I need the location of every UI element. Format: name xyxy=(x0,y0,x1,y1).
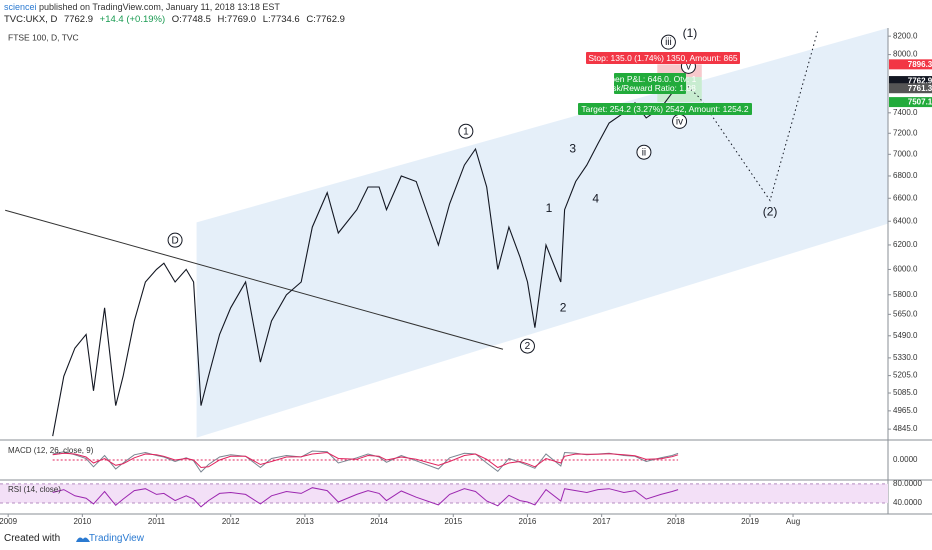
position-label: Risk/Reward Ratio: 1.88 xyxy=(604,83,696,93)
chart: FTSE 100, D, TVC D121234iiiiiivv(1)(2)St… xyxy=(0,26,932,526)
rsi-band xyxy=(0,483,888,503)
y-tick-label: 7200.0 xyxy=(893,128,918,137)
low: L:7734.6 xyxy=(262,14,300,25)
x-tick-label: 2014 xyxy=(370,517,388,526)
x-tick-label: 2011 xyxy=(148,517,166,526)
wave-label: 1 xyxy=(463,126,469,137)
position-box xyxy=(586,52,740,64)
wave-label: D xyxy=(171,235,178,246)
rsi-tick-label: 80.0000 xyxy=(893,479,922,488)
y-tick-label: 8200.0 xyxy=(893,31,918,40)
wave-label: iii xyxy=(665,37,672,48)
y-tick-label: 5490.0 xyxy=(893,331,918,340)
y-tick-label: 5085.0 xyxy=(893,388,918,397)
brand-logo xyxy=(76,537,90,542)
rsi-title: RSI (14, close) xyxy=(8,485,61,494)
plot xyxy=(5,28,888,438)
macd-tick-label: 0.0000 xyxy=(893,455,918,464)
macd-line xyxy=(52,450,679,473)
position-label: Target: 254.2 (3.27%) 2542, Amount: 1254… xyxy=(581,104,749,114)
y-tick-label: 6600.0 xyxy=(893,193,918,202)
wave-circle xyxy=(167,232,183,248)
x-tick-label: 2010 xyxy=(73,517,91,526)
rsi-line xyxy=(52,487,679,508)
high: H:7769.0 xyxy=(217,14,257,25)
wave-circle xyxy=(519,338,535,354)
position-box xyxy=(578,103,752,115)
price-tag xyxy=(889,83,932,94)
y-tick-label: 7000.0 xyxy=(893,149,918,158)
position-label: Open P&L: 646.0, Qty: 1 xyxy=(604,74,697,84)
brand[interactable]: TradingView xyxy=(88,533,144,544)
wave-label: 2 xyxy=(525,341,531,352)
rsi-tick-label: 40.0000 xyxy=(893,498,922,507)
wave-label: (1) xyxy=(683,26,698,40)
price-tag xyxy=(889,76,932,87)
position-box xyxy=(614,82,686,94)
x-tick-label: Aug xyxy=(786,517,800,526)
y-tick-label: 6200.0 xyxy=(893,240,918,249)
wave-circle xyxy=(660,34,676,50)
x-tick-label: 2009 xyxy=(0,517,18,526)
footer: Created with TradingView xyxy=(4,533,144,544)
x-tick-label: 2015 xyxy=(444,517,462,526)
symbol: TVC:UKX, D xyxy=(4,14,58,25)
wave-circle xyxy=(458,123,474,139)
author[interactable]: sciencei xyxy=(4,2,37,12)
y-tick-label: 8000.0 xyxy=(893,50,918,59)
x-tick-label: 2018 xyxy=(667,517,685,526)
pane-title: FTSE 100, D, TVC xyxy=(8,32,79,42)
y-tick-label: 6000.0 xyxy=(893,265,918,274)
wave-label: iv xyxy=(676,116,683,127)
x-tick-label: 2019 xyxy=(741,517,759,526)
y-tick-label: 4845.0 xyxy=(893,424,918,433)
created-with: Created with xyxy=(4,533,61,544)
channel xyxy=(196,28,888,438)
price-line xyxy=(52,76,679,437)
wave-label: 4 xyxy=(592,192,599,206)
x-tick-label: 2013 xyxy=(296,517,314,526)
publish-line: sciencei published on TradingView.com, J… xyxy=(4,2,280,12)
x-tick-label: 2012 xyxy=(222,517,240,526)
y-tick-label: 5330.0 xyxy=(893,353,918,362)
price-tag xyxy=(889,97,932,108)
price-tag-label: 7896.3 xyxy=(908,60,932,69)
y-tick-label: 5800.0 xyxy=(893,290,918,299)
y-tick-label: 6400.0 xyxy=(893,216,918,225)
macd-line xyxy=(52,451,679,469)
y-tick-label: 6800.0 xyxy=(893,171,918,180)
y-tick-label: 5650.0 xyxy=(893,309,918,318)
published: published on TradingView.com, January 11… xyxy=(36,2,280,12)
price-tag-label: 7507.1 xyxy=(908,98,932,107)
price-tag xyxy=(889,59,932,70)
y-tick-label: 7400.0 xyxy=(893,108,918,117)
right-axis-bg xyxy=(888,28,932,514)
wave-label: 1 xyxy=(546,201,553,215)
macd-title: MACD (12, 26, close, 9) xyxy=(8,446,94,455)
wave-label: (2) xyxy=(763,205,778,219)
change: +14.4 (+0.19%) xyxy=(99,14,166,25)
y-tick-label: 5205.0 xyxy=(893,371,918,380)
x-tick-label: 2017 xyxy=(593,517,611,526)
wave-label: 3 xyxy=(569,142,576,156)
last: 7762.9 xyxy=(63,14,94,25)
close: C:7762.9 xyxy=(306,14,345,25)
projection xyxy=(677,31,818,202)
symbol-line: TVC:UKX, D 7762.9 +14.4 (+0.19%) O:7748.… xyxy=(4,14,349,25)
position-label: Stop: 135.0 (1.74%) 1350, Amount: 865 xyxy=(588,53,738,63)
x-tick-label: 2016 xyxy=(519,517,537,526)
wave-circle xyxy=(636,144,652,160)
wave-label: v xyxy=(686,61,691,72)
y-tick-label: 4965.0 xyxy=(893,406,918,415)
wave-label: ii xyxy=(642,147,646,158)
price-tag-label: 7762.9 xyxy=(908,77,932,86)
wave-label: 2 xyxy=(560,300,567,314)
trendline xyxy=(5,209,504,350)
open: O:7748.5 xyxy=(171,14,211,25)
price-tag-label: 7761.3 xyxy=(908,84,932,93)
